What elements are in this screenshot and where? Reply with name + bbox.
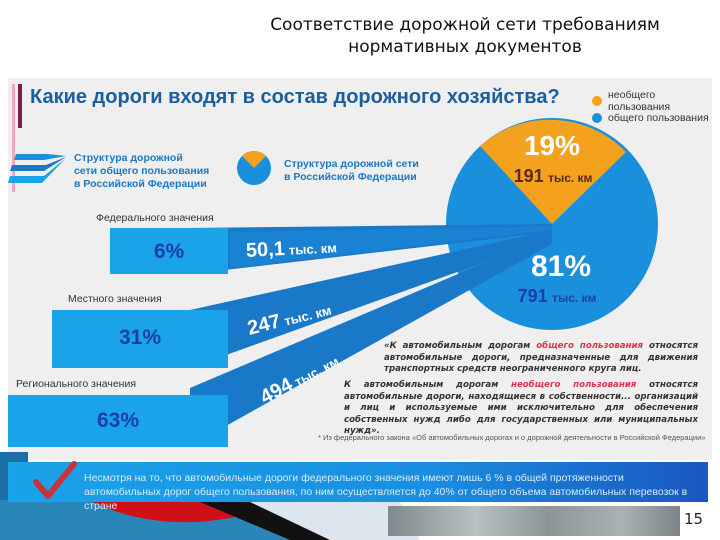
quote-text: К автомобильным дорогам — [344, 380, 511, 390]
length-number: 50,1 — [245, 237, 286, 262]
checkmark-icon — [33, 461, 77, 499]
quote-text: относятся автомобильные дороги, предназн… — [384, 341, 698, 374]
pie-non-public-percent: 19% — [523, 130, 581, 161]
length-unit: тыс. км — [552, 291, 597, 305]
legend-text-line: Структура дорожной сети — [284, 158, 419, 170]
quote-text: «К автомобильным дорогам — [384, 341, 537, 351]
category-label-regional: Регионального значения — [16, 378, 137, 390]
quote-public-definition: «К автомобильным дорогам общего пользова… — [384, 341, 698, 376]
streams-icon — [8, 154, 66, 183]
quote-non-public-definition: К автомобильным дорогам необщего пользов… — [344, 380, 698, 438]
category-box-local: 31% — [52, 310, 228, 368]
slide-title-line1: Соответствие дорожной сети требованиям — [270, 15, 660, 35]
blue-dot-icon — [592, 112, 602, 123]
legend-text-line: сети общего пользования — [74, 165, 210, 177]
legend-text-line: в Российской Федерации — [74, 178, 207, 190]
category-percent: 6% — [153, 240, 185, 263]
pie-chart-icon — [237, 151, 271, 185]
category-box-regional: 63% — [8, 395, 228, 447]
accent-bar-light — [12, 84, 15, 192]
pie-slice-non-public — [480, 119, 626, 224]
pie-legend: необщего пользования общего пользования — [592, 89, 720, 126]
category-label-federal: Федерального значения — [96, 212, 214, 224]
photo-strip — [388, 506, 680, 536]
quote-highlight: необщего пользования — [511, 380, 637, 390]
orange-dot-icon — [592, 95, 602, 106]
legend-label: необщего пользования — [607, 88, 671, 113]
category-box-federal: 6% — [110, 228, 228, 274]
length-unit: тыс. км — [288, 240, 338, 258]
infographic-heading: Какие дороги входят в состав дорожного х… — [30, 86, 560, 108]
category-percent: 63% — [96, 409, 140, 432]
slide-title-line2: нормативных документов — [348, 37, 582, 57]
footnote: * Из федерального закона «Об автомобильн… — [318, 433, 706, 442]
pie-public-percent: 81% — [530, 250, 592, 283]
banner-text: Несмотря на то, что автомобильные дороги… — [84, 472, 688, 512]
page-number: 15 — [684, 510, 704, 528]
slide-title: Соответствие дорожной сети требованиям н… — [230, 14, 700, 58]
length-number: 191 — [513, 166, 544, 186]
legend-text-line: в Российской Федерации — [284, 171, 417, 183]
stream-label-federal: 50,1 тыс. км — [245, 235, 337, 263]
quote-highlight: общего пользования — [536, 341, 644, 351]
legend-item-public: общего пользования — [592, 109, 720, 126]
legend-item-non-public: необщего пользования — [592, 89, 720, 113]
length-number: 791 — [517, 286, 548, 306]
pie-legend-text: Структура дорожной сети в Российской Фед… — [284, 158, 419, 184]
category-label-local: Местного значения — [68, 293, 162, 305]
category-percent: 31% — [118, 326, 162, 349]
pie-non-public-length: 191 тыс. км — [498, 166, 608, 187]
accent-bar-dark — [18, 84, 22, 128]
legend-text-line: Структура дорожной — [74, 152, 183, 164]
stream-regional — [190, 234, 552, 446]
legend-label: общего пользования — [608, 111, 709, 124]
length-unit: тыс. км — [548, 171, 593, 185]
stream-local — [190, 230, 552, 368]
quote-text: относятся автомобильные дороги, находящи… — [344, 380, 698, 436]
info-banner — [8, 462, 708, 502]
pie-public-length: 791 тыс. км — [502, 286, 612, 307]
streams-legend-text: Структура дорожной сети общего пользован… — [74, 152, 209, 191]
